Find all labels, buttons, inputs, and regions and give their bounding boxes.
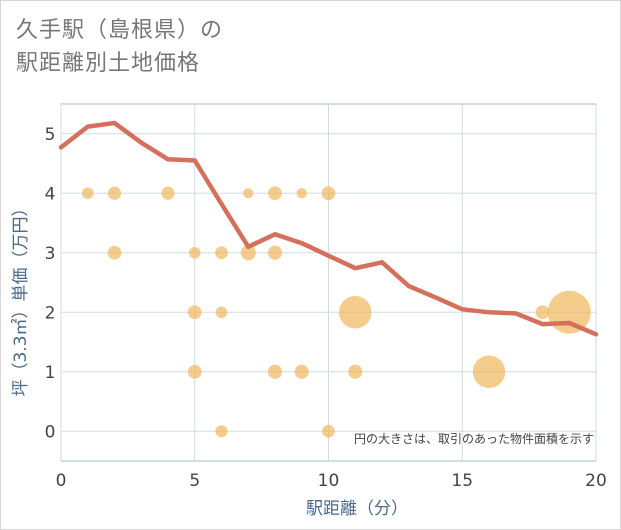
y-tick-labels: 0 1 2 3 4 5: [45, 125, 56, 443]
grid-lines: [60, 103, 597, 462]
y-axis-title: 坪（3.3㎡）単価（万円）: [11, 199, 31, 396]
y-tick-label: 1: [45, 363, 56, 383]
x-tick-label: 15: [451, 471, 473, 491]
scatter-bubble: [161, 186, 175, 200]
y-tick-label: 0: [45, 422, 56, 442]
scatter-bubble: [243, 188, 254, 199]
scatter-bubble: [215, 246, 228, 260]
y-tick-label: 3: [45, 244, 56, 264]
x-tick-label: 10: [318, 471, 340, 491]
x-axis-title: 駅距離（分）: [306, 499, 408, 519]
chart-title: 久手駅（島根県）の 駅距離別土地価格: [16, 14, 223, 80]
scatter-bubble: [240, 245, 256, 261]
scatter-bubble: [268, 186, 282, 201]
trend-line-group: [58, 120, 599, 337]
scatter-bubble: [267, 245, 283, 260]
scatter-bubble: [321, 186, 336, 201]
scatter-bubble: [81, 187, 94, 200]
y-tick-label: 2: [45, 303, 56, 323]
x-tick-labels: 0 5 10 15 20: [56, 471, 607, 491]
scatter-bubble: [187, 364, 202, 379]
scatter-bubble: [215, 425, 228, 438]
scatter-bubble: [296, 188, 307, 199]
average-price-line: [58, 120, 599, 337]
scatter-bubble: [294, 364, 309, 379]
x-tick-label: 0: [56, 471, 67, 491]
scatter-bubble: [535, 305, 550, 320]
bubble-size-note: 円の大きさは、取引のあった物件面積を示す: [354, 431, 594, 446]
scatter-bubble: [322, 424, 335, 438]
y-tick-label: 4: [45, 184, 56, 204]
scatter-bubble: [107, 186, 122, 200]
title-line-2: 駅距離別土地価格: [16, 51, 201, 76]
scatter-bubble: [107, 245, 122, 260]
scatter-bubble: [267, 364, 283, 379]
scatter-bubble: [472, 355, 506, 388]
scatter-bubble: [348, 364, 363, 379]
scatter-bubble: [339, 296, 372, 329]
x-tick-label: 5: [189, 471, 200, 491]
title-line-1: 久手駅（島根県）の: [16, 18, 224, 43]
scatter-bubble: [215, 306, 228, 319]
scatter-bubble: [187, 305, 202, 320]
x-tick-label: 20: [585, 471, 607, 491]
y-tick-label: 5: [45, 125, 56, 145]
scatter-bubble: [188, 246, 201, 259]
